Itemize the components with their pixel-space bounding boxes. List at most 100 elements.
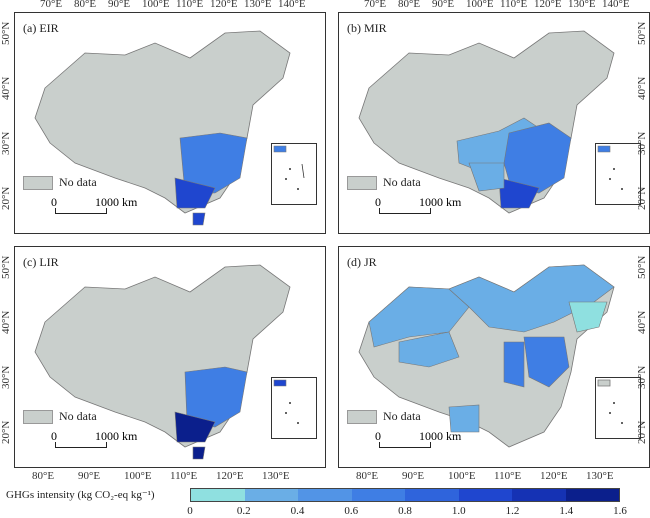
longitude-label: 140°E — [278, 0, 306, 10]
no-data-legend: No data — [23, 409, 97, 424]
colorbar — [190, 488, 620, 502]
colorbar-segment — [512, 489, 566, 501]
scale-bar: 0 1000 km — [51, 195, 137, 221]
longitude-label: 80°E — [398, 0, 421, 10]
longitude-label: 120°E — [210, 0, 238, 10]
no-data-legend: No data — [23, 175, 97, 190]
colorbar-tick-label: 1.6 — [613, 505, 627, 517]
latitude-label: 20°N — [636, 420, 648, 444]
china-map-eir — [34, 30, 291, 226]
no-data-legend: No data — [347, 409, 421, 424]
longitude-label: 80°E — [32, 470, 55, 482]
colorbar-tick-label: 1.4 — [559, 505, 574, 517]
no-data-label: No data — [59, 409, 97, 423]
latitude-label: 40°N — [636, 310, 648, 334]
longitude-label: 70°E — [364, 0, 387, 10]
colorbar-segment — [351, 489, 405, 501]
china-map-lir — [34, 264, 291, 460]
scale-distance: 1000 km — [95, 195, 138, 209]
longitude-label: 90°E — [402, 470, 425, 482]
latitude-label: 30°N — [0, 131, 12, 155]
colorbar-segment — [191, 489, 245, 501]
no-data-swatch — [23, 409, 53, 424]
longitude-label: 120°E — [540, 470, 568, 482]
colorbar-segment — [565, 489, 619, 501]
no-data-label: No data — [59, 175, 97, 189]
colorbar-tick-label: 1.0 — [451, 505, 466, 517]
latitude-label: 50°N — [0, 255, 12, 279]
scale-line — [379, 442, 431, 448]
china-map-mir — [358, 30, 615, 214]
colorbar-tick-label: 0.6 — [344, 505, 359, 517]
scale-line — [379, 208, 431, 214]
map-panel-mir: (b) MIR No data 0 1000 km — [338, 12, 650, 234]
colorbar-tick-label: 0 — [187, 505, 193, 517]
panel-title: (c) LIR — [23, 255, 59, 269]
longitude-label: 110°E — [500, 0, 528, 10]
longitude-label: 110°E — [170, 470, 198, 482]
longitude-label: 100°E — [124, 470, 152, 482]
south-china-sea-inset — [595, 143, 641, 205]
longitude-label: 100°E — [142, 0, 170, 10]
colorbar-tick-label: 0.8 — [398, 505, 412, 517]
latitude-label: 20°N — [0, 186, 12, 210]
map-panel-eir: (a) EIR No data 0 1000 km — [14, 12, 326, 234]
latitude-label: 30°N — [636, 131, 648, 155]
no-data-swatch — [347, 409, 377, 424]
no-data-swatch — [347, 175, 377, 190]
longitude-label: 130°E — [568, 0, 596, 10]
latitude-label: 20°N — [0, 420, 12, 444]
south-china-sea-inset — [595, 377, 641, 439]
longitude-label: 110°E — [494, 470, 522, 482]
colorbar-segment — [458, 489, 512, 501]
china-map-jr — [358, 264, 615, 448]
scale-bar: 0 1000 km — [51, 429, 137, 455]
latitude-label: 40°N — [0, 76, 12, 100]
no-data-swatch — [23, 175, 53, 190]
longitude-label: 120°E — [534, 0, 562, 10]
colorbar-tick-label: 0.2 — [236, 505, 251, 517]
scale-zero: 0 — [375, 429, 381, 443]
latitude-label: 50°N — [636, 255, 648, 279]
scale-zero: 0 — [375, 195, 381, 209]
scale-line — [55, 208, 107, 214]
latitude-label: 50°N — [636, 21, 648, 45]
latitude-label: 50°N — [0, 21, 12, 45]
longitude-label: 80°E — [356, 470, 379, 482]
scale-zero: 0 — [51, 195, 57, 209]
longitude-label: 80°E — [74, 0, 97, 10]
longitude-label: 140°E — [602, 0, 630, 10]
latitude-label: 30°N — [0, 365, 12, 389]
no-data-label: No data — [383, 409, 421, 423]
longitude-label: 90°E — [78, 470, 101, 482]
longitude-label: 130°E — [244, 0, 272, 10]
longitude-label: 100°E — [448, 470, 476, 482]
longitude-label: 100°E — [466, 0, 494, 10]
panel-title: (a) EIR — [23, 21, 59, 35]
colorbar-title: GHGs intensity (kg CO₂-eq kg⁻¹) — [6, 489, 155, 501]
scale-bar: 0 1000 km — [375, 429, 461, 455]
panel-title: (b) MIR — [347, 21, 387, 35]
no-data-legend: No data — [347, 175, 421, 190]
longitude-label: 130°E — [586, 470, 614, 482]
longitude-label: 120°E — [216, 470, 244, 482]
longitude-label: 90°E — [432, 0, 455, 10]
map-panel-lir: (c) LIR No data 0 1000 km — [14, 246, 326, 468]
scale-line — [55, 442, 107, 448]
colorbar-segment — [298, 489, 352, 501]
scale-bar: 0 1000 km — [375, 195, 461, 221]
map-panel-jr: (d) JR No data 0 1000 km — [338, 246, 650, 468]
scale-zero: 0 — [51, 429, 57, 443]
scale-distance: 1000 km — [419, 195, 462, 209]
south-china-sea-inset — [271, 143, 317, 205]
latitude-label: 40°N — [636, 76, 648, 100]
colorbar-segment — [244, 489, 298, 501]
latitude-label: 30°N — [636, 365, 648, 389]
longitude-label: 70°E — [40, 0, 63, 10]
south-china-sea-inset — [271, 377, 317, 439]
longitude-label: 130°E — [262, 470, 290, 482]
scale-distance: 1000 km — [419, 429, 462, 443]
no-data-label: No data — [383, 175, 421, 189]
colorbar-segment — [405, 489, 459, 501]
panel-title: (d) JR — [347, 255, 377, 269]
